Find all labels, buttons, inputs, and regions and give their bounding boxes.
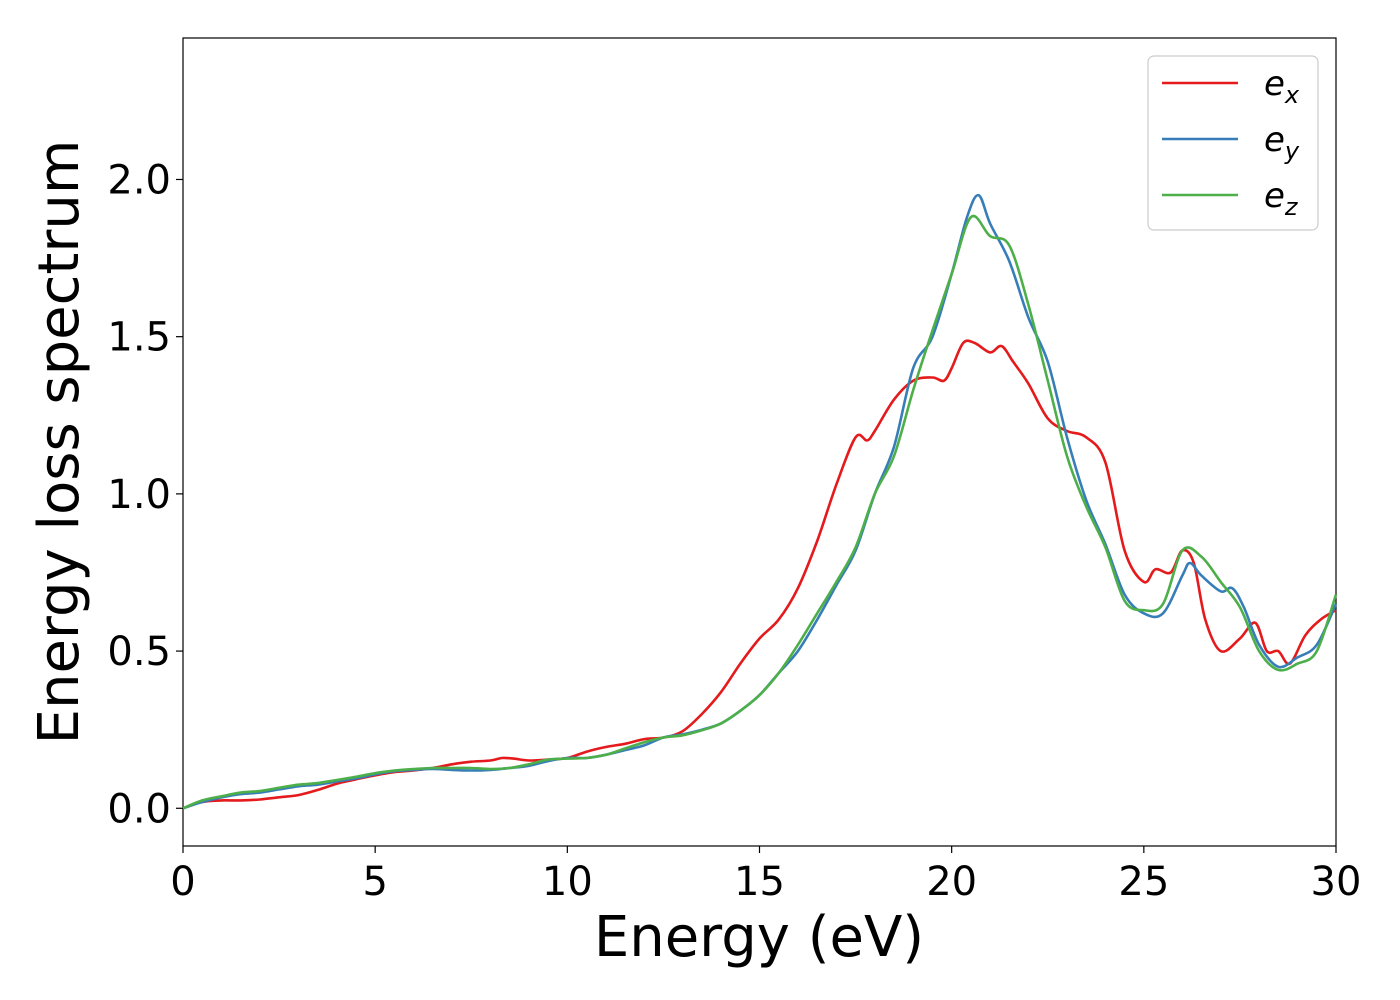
plot-frame <box>182 37 1337 847</box>
x-tick-label: 5 <box>362 859 387 905</box>
x-axis-label: Energy (eV) <box>594 905 924 970</box>
series-line-e-z <box>182 214 1338 810</box>
y-axis-ticks: 0.0 0.5 1.0 1.5 2.0 <box>107 157 183 832</box>
y-tick-label: 0.0 <box>107 786 171 832</box>
x-tick-label: 25 <box>1118 859 1169 905</box>
x-tick-label: 0 <box>170 859 195 905</box>
y-tick-label: 1.5 <box>107 315 171 361</box>
legend-frame <box>1147 55 1319 231</box>
plot-area <box>182 37 1338 847</box>
x-tick-label: 30 <box>1311 859 1362 905</box>
y-tick-label: 0.5 <box>107 629 171 675</box>
series-layer <box>182 193 1338 810</box>
y-tick-label: 1.0 <box>107 472 171 518</box>
x-tick-label: 10 <box>542 859 593 905</box>
x-axis-ticks: 0 5 10 15 20 25 30 <box>170 846 1361 905</box>
y-axis-label: Energy loss spectrum <box>27 140 92 745</box>
x-tick-label: 20 <box>926 859 977 905</box>
x-tick-label: 15 <box>734 859 785 905</box>
y-tick-label: 2.0 <box>107 157 171 203</box>
